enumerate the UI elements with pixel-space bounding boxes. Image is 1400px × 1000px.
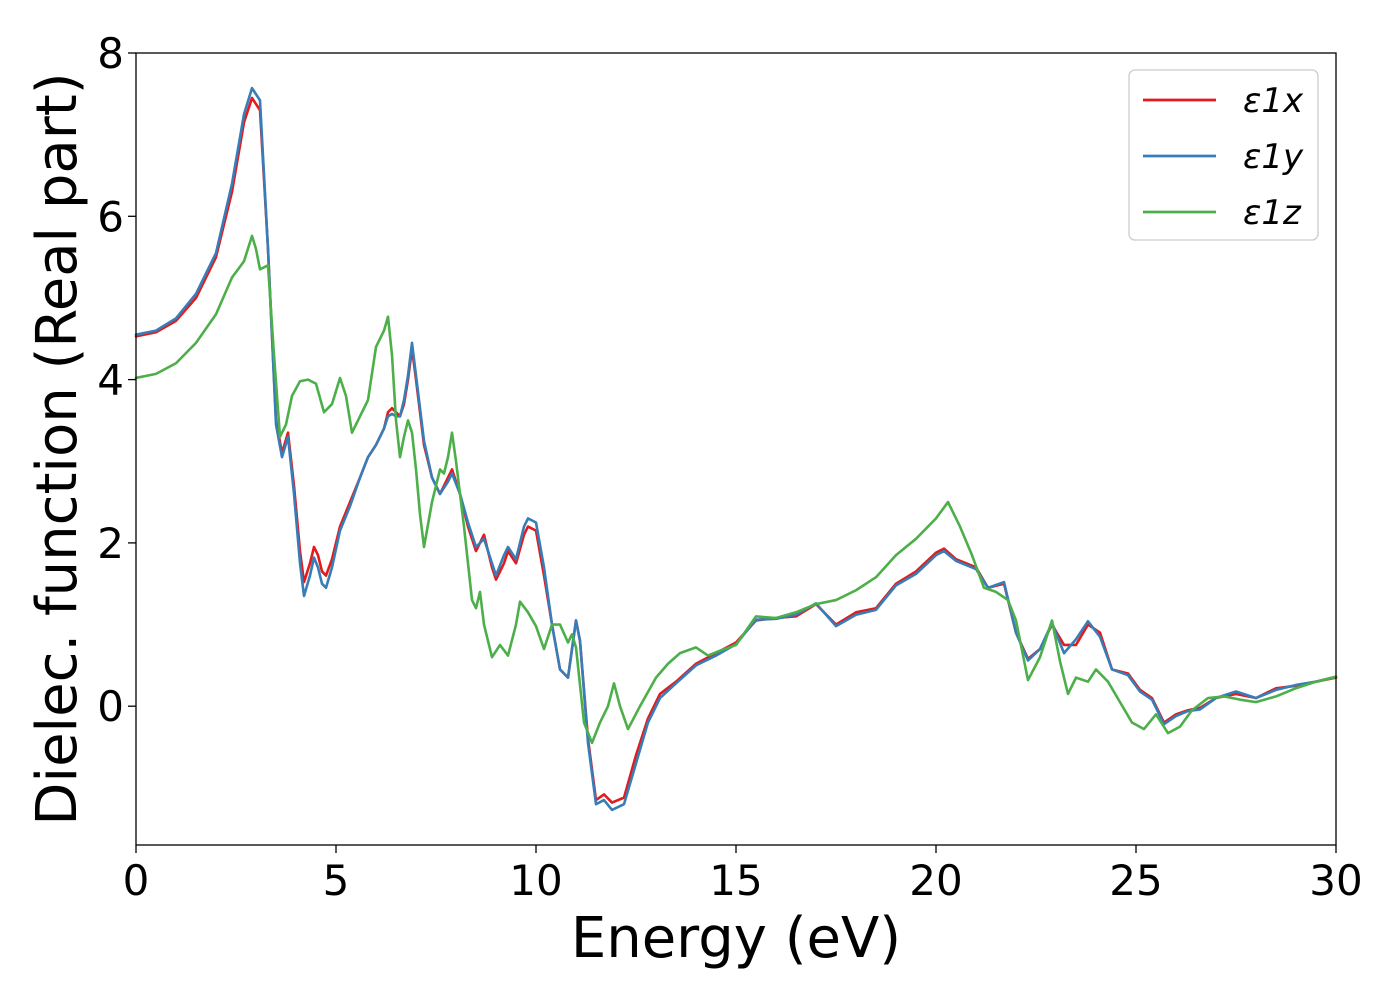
legend-label-3: ε1z <box>1243 193 1302 233</box>
y-axis-title: Dielec. function (Real part) <box>25 72 90 825</box>
legend-label-1: ε1x <box>1243 81 1304 121</box>
y-tick-label: 6 <box>97 192 124 241</box>
legend: ε1x ε1y ε1z <box>1128 69 1319 241</box>
x-tick-label: 30 <box>1309 856 1362 905</box>
x-axis-title: Energy (eV) <box>571 906 901 971</box>
x-tick-label: 25 <box>1109 856 1162 905</box>
x-tick-label: 20 <box>909 856 962 905</box>
y-tick-label: 4 <box>97 356 124 405</box>
x-tick-label: 10 <box>509 856 562 905</box>
y-tick-label: 0 <box>97 682 124 731</box>
series-lines <box>134 86 1338 812</box>
y-axis-ticks: 0 2 4 6 8 <box>97 29 136 731</box>
x-tick-label: 5 <box>323 856 350 905</box>
x-tick-label: 15 <box>709 856 762 905</box>
y-tick-label: 8 <box>97 29 124 78</box>
legend-label-2: ε1y <box>1243 137 1304 177</box>
legend-box <box>1128 69 1319 241</box>
series-line-3 <box>134 234 1338 745</box>
y-tick-label: 2 <box>97 519 124 568</box>
x-tick-label: 0 <box>123 856 150 905</box>
x-axis-ticks: 0 5 10 15 20 25 30 <box>123 845 1363 905</box>
